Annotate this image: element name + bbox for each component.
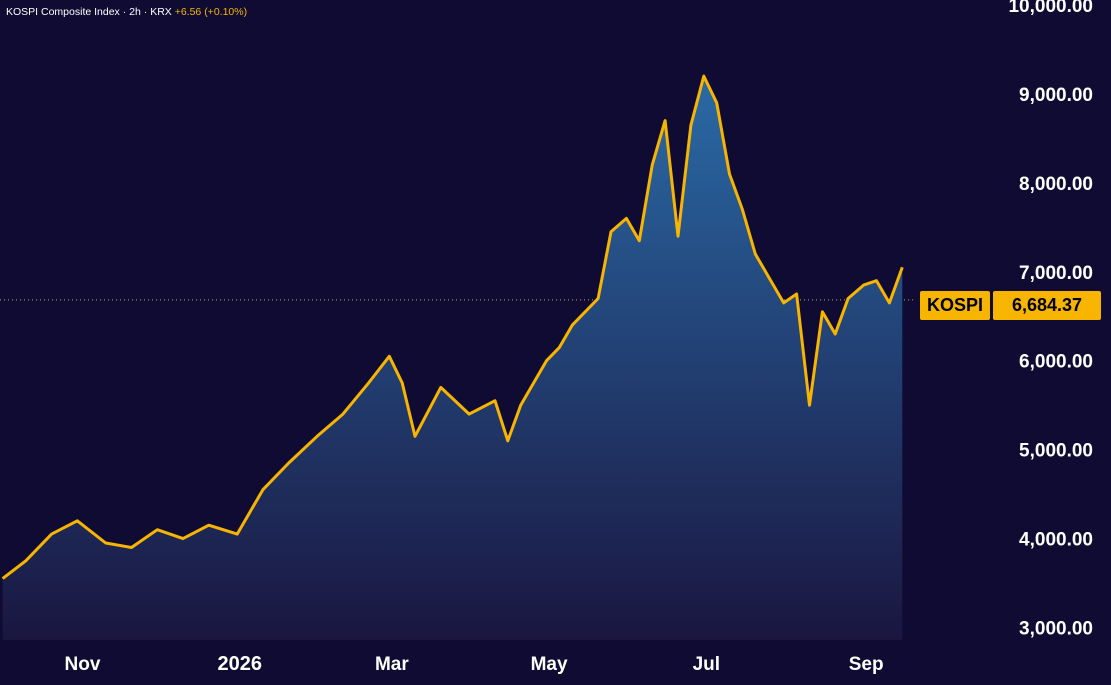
x-tick-label: Sep bbox=[849, 654, 884, 675]
exchange-label: KRX bbox=[150, 6, 172, 18]
y-tick-label: 10,000.00 bbox=[1008, 0, 1093, 17]
price-line bbox=[1, 74, 904, 580]
symbol-name: KOSPI Composite Index bbox=[6, 6, 120, 18]
y-tick-label: 3,000.00 bbox=[1019, 619, 1093, 640]
chart-header: KOSPI Composite Index · 2h · KRX +6.56 (… bbox=[6, 6, 247, 18]
last-price-badge: 6,684.37 bbox=[993, 291, 1101, 320]
y-tick-label: 5,000.00 bbox=[1019, 441, 1093, 462]
interval-label[interactable]: 2h bbox=[129, 6, 141, 18]
header-separator: · bbox=[119, 6, 130, 18]
x-tick-label: Nov bbox=[65, 654, 101, 675]
x-tick-label: 2026 bbox=[217, 653, 262, 675]
area-fill bbox=[2, 76, 903, 641]
y-tick-label: 8,000.00 bbox=[1019, 174, 1093, 195]
y-tick-label: 7,000.00 bbox=[1019, 263, 1093, 284]
y-tick-label: 6,000.00 bbox=[1019, 352, 1093, 373]
x-tick-label: May bbox=[531, 654, 568, 675]
x-tick-label: Jul bbox=[693, 654, 720, 675]
header-separator: · bbox=[140, 6, 151, 18]
y-tick-label: 9,000.00 bbox=[1019, 85, 1093, 106]
time-axis[interactable]: Nov 2026 Mar May Jul Sep bbox=[65, 653, 884, 675]
price-axis[interactable]: 3,000.00 4,000.00 5,000.00 6,000.00 7,000.00… bbox=[1008, 0, 1093, 640]
y-tick-label: 4,000.00 bbox=[1019, 530, 1093, 551]
x-tick-label: Mar bbox=[375, 654, 409, 675]
symbol-badge: KOSPI bbox=[920, 291, 990, 320]
price-change: +6.56 (+0.10%) bbox=[174, 6, 248, 18]
